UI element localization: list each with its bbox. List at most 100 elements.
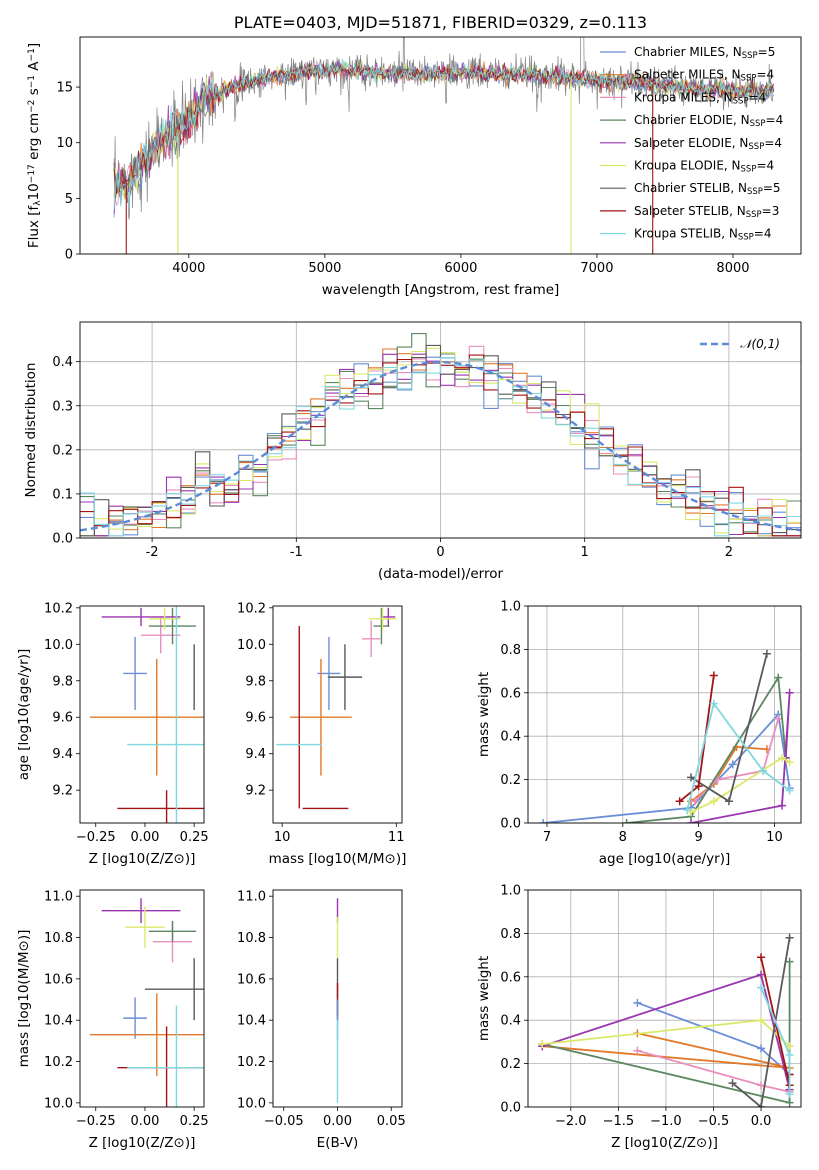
legend-entry-part: Chabrier STELIB, N (634, 181, 747, 195)
weight-point-marker (757, 970, 766, 979)
weight-series-line (731, 937, 791, 1107)
y-axis-label-part: −17 (27, 164, 37, 183)
weight-point-marker (724, 797, 733, 806)
legend-entry-part: =4 (754, 227, 772, 241)
legend-entry-part: Chabrier ELODIE, N (634, 113, 750, 127)
axes-frame (527, 605, 802, 824)
y-tick-label: 9.6 (245, 711, 266, 726)
y-tick-label: 1.0 (500, 600, 521, 615)
y-axis-label-part: −1 (27, 75, 37, 88)
errorbar-point (101, 607, 181, 627)
y-tick-label: 9.8 (245, 674, 266, 689)
weight-point-marker (757, 1103, 766, 1107)
y-tick-label: 0.4 (52, 355, 73, 370)
z-weight-panel: −2.0 −1.5 −1.0 −0.5 0.0 0.0 0.2 0.4 0.6 0.8 1.0 Z [… (476, 884, 802, 1151)
y-tick-label: 0.6 (500, 970, 521, 985)
weight-point-marker (709, 699, 718, 708)
y-tick-label: 0.2 (500, 773, 521, 788)
errorbar-point (125, 906, 165, 948)
errorbar-point (368, 607, 397, 630)
histogram-lines (80, 333, 801, 537)
weight-series-line (686, 701, 791, 811)
x-tick-label: 0.00 (130, 1114, 159, 1129)
legend-entry-part: SSP (741, 74, 757, 84)
axes-frame (79, 605, 205, 824)
axes-frame (272, 605, 403, 824)
legend-entry-part: =4 (756, 159, 774, 173)
weight-point-marker (785, 957, 794, 966)
chart-title: PLATE=0403, MJD=51871, FIBERID=0329, z=0… (234, 13, 647, 32)
weight-lines (538, 933, 794, 1107)
y-tick-label: 10.0 (237, 638, 266, 653)
age-weight-panel: 7 8 9 10 0.0 0.2 0.4 0.6 0.8 1.0 age [log10(age/yr… (476, 600, 802, 867)
weight-point-marker (774, 714, 783, 723)
x-tick-label: 9 (694, 830, 702, 845)
errorbars (89, 606, 204, 823)
legend-entry: Chabrier ELODIE, NSSP=4 (634, 113, 783, 129)
y-tick-label: 0.2 (500, 1057, 521, 1072)
legend-entry-part: =4 (766, 113, 784, 127)
y-tick-label: 11.0 (44, 890, 73, 905)
weight-point-marker (728, 760, 737, 769)
x-tick-label: 0.25 (180, 1114, 209, 1129)
x-tick-label: 11 (388, 830, 405, 845)
x-tick-label: 0.05 (377, 1114, 406, 1129)
y-tick-label: 10.2 (44, 601, 73, 616)
residuals-panel: -2 -1 0 1 2 0.0 0.1 0.2 0.3 0.4 (data-model)/error… (23, 321, 802, 582)
axes-frame (527, 889, 802, 1108)
x-tick-label: 4000 (172, 261, 205, 276)
x-tick-label: -2 (146, 545, 159, 560)
y-tick-label: 0.8 (500, 643, 521, 658)
x-tick-label: −0.05 (264, 1114, 304, 1129)
weight-point-marker (785, 933, 794, 942)
weight-point-marker (757, 983, 766, 992)
legend-entry-part: SSP (750, 119, 766, 129)
legend-entry-part: Kroupa ELODIE, N (634, 159, 741, 173)
errorbar-point (290, 658, 352, 776)
weight-point-marker (687, 819, 696, 823)
weight-point-marker (778, 753, 787, 762)
y-axis-label-part: erg cm (26, 113, 42, 164)
y-axis-label-part: λ (33, 200, 43, 206)
y-tick-label: 9.4 (245, 747, 266, 762)
errorbar-point (381, 607, 396, 627)
y-tick-label: 0.8 (500, 927, 521, 942)
legend-entry-part: Chabrier MILES, N (634, 45, 742, 59)
y-tick-label: 15 (56, 81, 73, 96)
y-tick-label: 10.0 (44, 638, 73, 653)
y-tick-label: 0.2 (52, 443, 73, 458)
x-tick-label: 7 (543, 830, 551, 845)
x-tick-label: 10 (274, 830, 291, 845)
x-tick-label: 0.25 (180, 830, 209, 845)
x-axis-label: Z [log10(Z/Z⊙)] (611, 1135, 718, 1151)
legend-entry-part: =3 (762, 204, 780, 218)
y-tick-label: 10.6 (44, 972, 73, 987)
legend-entry-part: =5 (763, 181, 781, 195)
y-tick-label: 9.8 (52, 674, 73, 689)
x-tick-label: 0 (436, 545, 444, 560)
y-axis-label: Flux [fλ10−17 erg cm−2 s−1 A−1] (26, 43, 43, 248)
y-axis-label-part: −2 (27, 100, 37, 113)
weight-point-marker (757, 1044, 766, 1053)
y-tick-label: 0.4 (500, 730, 521, 745)
weight-point-marker (785, 1089, 794, 1098)
y-tick-label: 0.6 (500, 686, 521, 701)
legend-entry: Salpeter STELIB, NSSP=3 (634, 204, 779, 220)
y-axis-label-part: A (26, 61, 42, 75)
y-axis-label-part: −1 (27, 48, 37, 61)
weight-point-marker (694, 782, 703, 791)
weight-point-marker (538, 1040, 547, 1049)
x-axis-label: wavelength [Angstrom, rest frame] (322, 282, 560, 298)
y-tick-label: 9.4 (52, 747, 73, 762)
weight-point-marker (687, 773, 696, 782)
weight-point-marker (785, 1098, 794, 1107)
legend-entry: Kroupa STELIB, NSSP=4 (634, 227, 772, 243)
weight-point-marker (728, 1079, 737, 1088)
y-tick-label: 10.0 (237, 1096, 266, 1111)
weight-point-marker (622, 819, 631, 823)
y-tick-label: 0.0 (52, 532, 73, 547)
errorbar-point (101, 898, 181, 924)
y-tick-label: 0.1 (52, 487, 73, 502)
x-axis-label: age [log10(age/yr)] (599, 851, 731, 867)
